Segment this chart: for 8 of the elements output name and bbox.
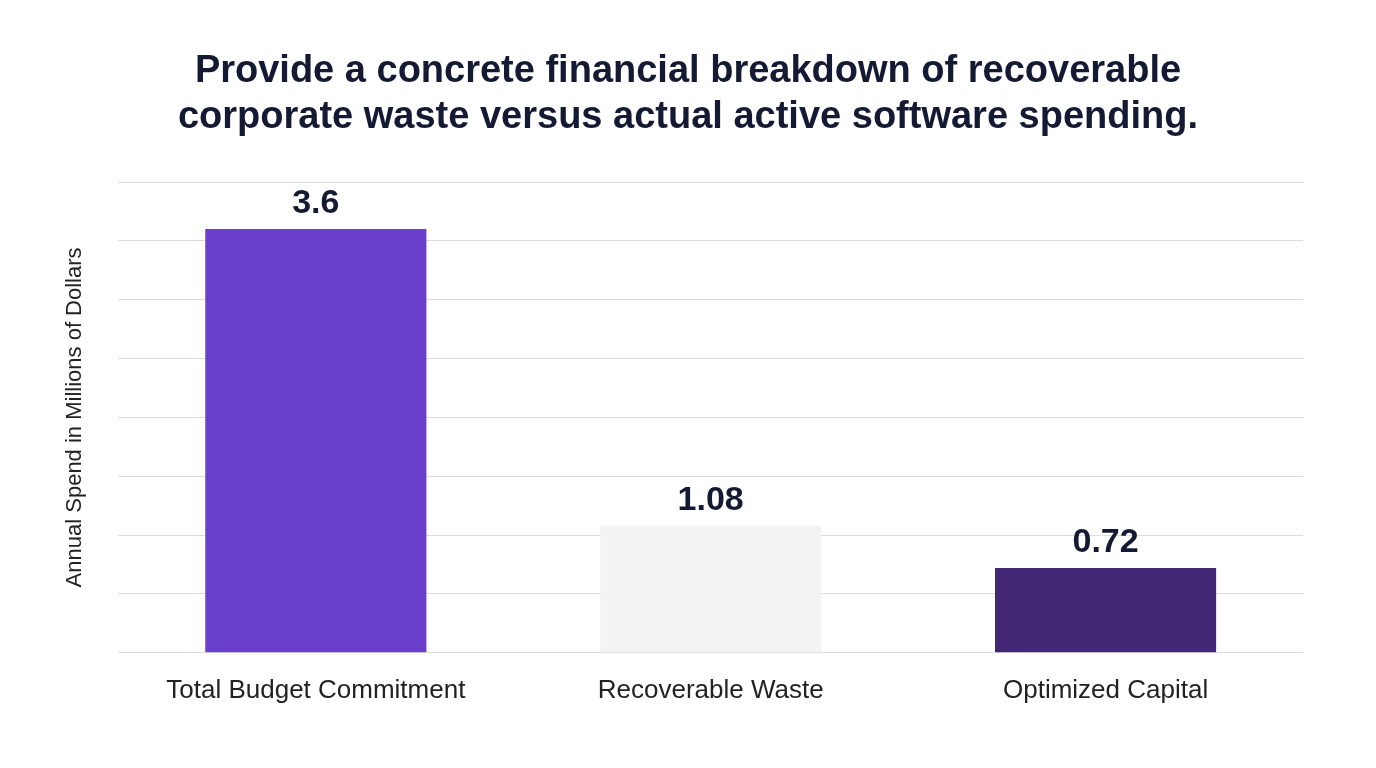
x-tick-label: Optimized Capital xyxy=(1002,673,1209,704)
x-tick-label: Total Budget Commitment xyxy=(166,673,467,704)
data-label: 1.08 xyxy=(677,479,744,518)
y-axis-title: Annual Spend in Millions of Dollars xyxy=(61,247,87,588)
data-label: 3.6 xyxy=(292,182,340,221)
chart-title: Provide a concrete financial breakdown of recoverable corporate waste versus actual active software spending. xyxy=(176,47,1199,138)
data-label: 0.72 xyxy=(1072,521,1139,560)
x-tick-label: Recoverable Waste xyxy=(597,673,824,704)
